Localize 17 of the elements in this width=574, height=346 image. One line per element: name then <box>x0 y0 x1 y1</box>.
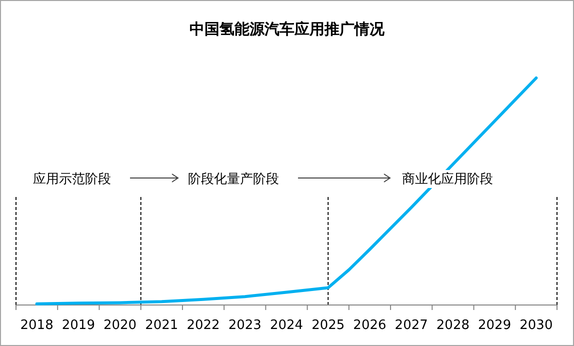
annotation: 商业化应用阶段 <box>402 171 493 187</box>
x-tick-label: 2023 <box>228 318 262 333</box>
x-tick-label: 2019 <box>62 318 95 333</box>
annotation: 应用示范阶段 <box>33 171 111 187</box>
x-tick-label: 2028 <box>436 318 470 333</box>
x-tick-label: 2030 <box>520 318 553 333</box>
x-tick-label: 2021 <box>145 318 178 333</box>
x-tick-label: 2018 <box>20 318 54 333</box>
x-tick-label: 2022 <box>186 318 220 333</box>
x-tick-label: 2026 <box>353 318 386 333</box>
annotation: 阶段化量产阶段 <box>188 172 279 187</box>
x-tick-label: 2025 <box>312 318 345 333</box>
x-tick-label: 2024 <box>270 318 304 333</box>
x-tick-label: 2029 <box>478 318 512 333</box>
x-tick-label: 2027 <box>394 318 428 333</box>
x-tick-label: 2020 <box>103 318 137 333</box>
chart-title: 中国氢能源汽车应用推广情况 <box>190 20 386 38</box>
